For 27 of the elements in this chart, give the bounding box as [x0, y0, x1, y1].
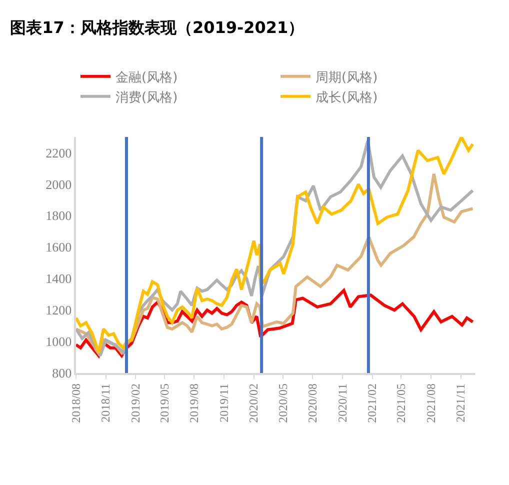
y-tick-label: 1400	[46, 271, 72, 286]
x-tick-label: 2019/02	[128, 384, 142, 423]
x-tick-label: 2018/08	[68, 384, 83, 423]
x-tick-label: 2019/05	[157, 384, 172, 423]
y-tick-label: 2000	[46, 176, 72, 192]
x-tick-label: 2021/11	[454, 384, 468, 422]
x-tick-label: 2021/02	[365, 384, 380, 423]
x-tick-label: 2020/02	[246, 384, 261, 423]
x-tick-label: 2020/08	[306, 384, 320, 423]
x-tick-label: 2020/05	[276, 384, 290, 423]
x-tick-label: 2021/05	[394, 384, 408, 423]
legend-label: 成长(风格)	[316, 90, 378, 106]
y-tick-label: 1000	[46, 334, 72, 350]
x-tick-label: 2020/11	[335, 384, 350, 422]
legend-label: 周期(风格)	[316, 70, 378, 86]
y-tick-label: 2200	[46, 145, 72, 160]
y-tick-label: 800	[52, 366, 72, 381]
chart-title: 图表17：风格指数表现（2019-2021）	[10, 18, 304, 38]
x-tick-label: 2021/08	[424, 384, 438, 423]
x-tick-label: 2019/11	[216, 384, 231, 422]
x-tick-label: 2019/08	[187, 384, 202, 423]
legend-label: 金融(风格)	[116, 70, 178, 86]
legend-label: 消费(风格)	[116, 90, 178, 106]
y-tick-label: 1200	[46, 302, 72, 318]
y-tick-label: 1800	[46, 208, 72, 224]
x-tick-label: 2018/11	[98, 384, 113, 422]
y-tick-label: 1600	[46, 240, 72, 255]
